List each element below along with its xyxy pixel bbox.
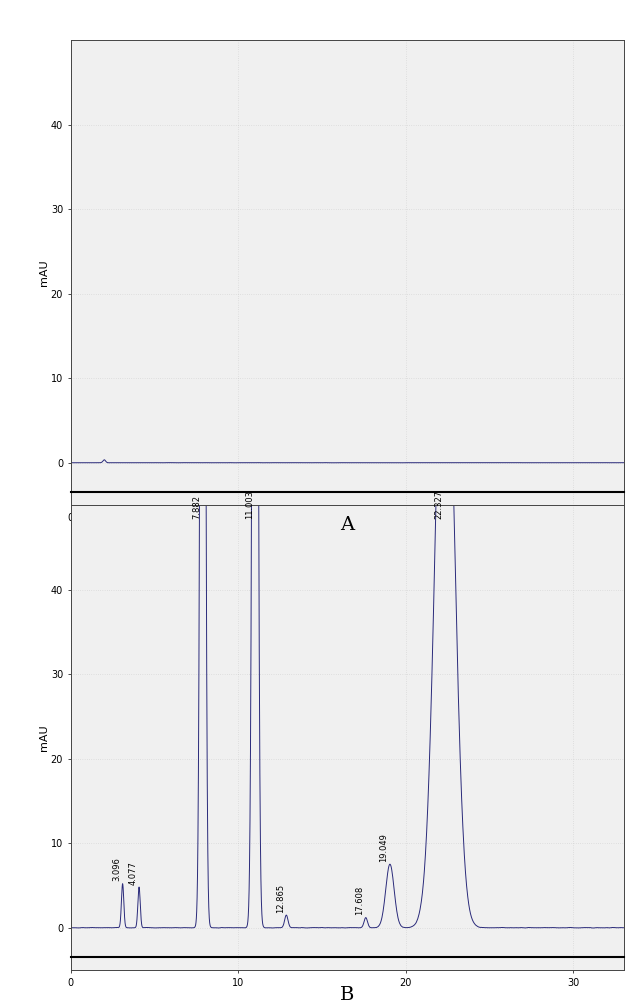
Text: 11.003: 11.003	[245, 490, 254, 519]
Text: 3.096: 3.096	[113, 857, 122, 881]
Text: 17.608: 17.608	[356, 886, 365, 915]
Text: A: A	[340, 516, 354, 534]
Text: 12.865: 12.865	[276, 883, 285, 913]
Text: 4.077: 4.077	[129, 861, 138, 885]
Text: 7.882: 7.882	[192, 495, 201, 519]
Y-axis label: mAU: mAU	[39, 259, 50, 286]
Y-axis label: mAU: mAU	[39, 724, 50, 751]
Text: 19.049: 19.049	[379, 833, 388, 862]
Text: B: B	[340, 986, 354, 1000]
Text: 22.327: 22.327	[435, 490, 444, 519]
